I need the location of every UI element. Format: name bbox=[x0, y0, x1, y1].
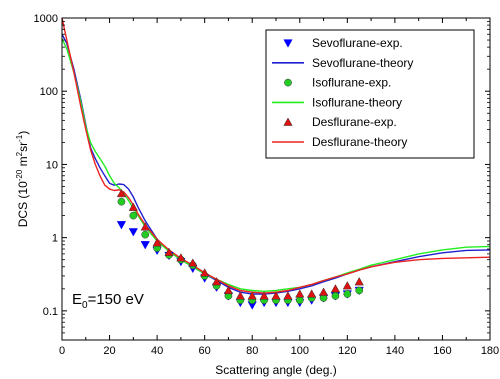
legend-label-sevoflurane-theory: Sevoflurane-theory bbox=[312, 56, 413, 70]
desflurane-exp-point bbox=[116, 188, 127, 198]
desflurane-exp-point bbox=[164, 247, 174, 256]
legend-swatch-desflurane-exp bbox=[283, 117, 293, 126]
legend-label-isoflurane-theory: Isoflurane-theory bbox=[312, 95, 402, 109]
legend: Sevoflurane-exp. Sevoflurane-theory Isoflu… bbox=[265, 29, 475, 159]
desflurane-exp-point bbox=[330, 284, 341, 293]
x-tick-label: 80 bbox=[246, 345, 258, 357]
desflurane-exp-point bbox=[200, 268, 210, 277]
desflurane-exp-point bbox=[307, 289, 317, 298]
desflurane-exp-point bbox=[295, 289, 305, 298]
y-tick-label: 0.1 bbox=[43, 306, 58, 318]
legend-box bbox=[265, 29, 475, 159]
x-tick-label: 20 bbox=[103, 345, 115, 357]
legend-label-isoflurane-exp: Isoflurane-exp. bbox=[312, 76, 391, 90]
sevoflurane-exp-point bbox=[116, 221, 127, 230]
legend-swatch-isoflurane-exp bbox=[284, 78, 292, 87]
sevoflurane-exp-point bbox=[128, 228, 138, 237]
desflurane-exp-point bbox=[354, 277, 364, 286]
isoflurane-exp-point bbox=[141, 230, 150, 239]
desflurane-exp-point bbox=[140, 222, 150, 231]
desflurane-exp-point bbox=[176, 253, 186, 262]
series-layer bbox=[61, 17, 491, 310]
legend-swatch-sevoflurane-exp bbox=[283, 39, 293, 48]
y-tick-label: 100 bbox=[40, 86, 58, 98]
desflurane-exp-point bbox=[283, 291, 293, 300]
isoflurane-exp-point bbox=[129, 211, 138, 220]
x-tick-label: 60 bbox=[199, 345, 211, 357]
y-tick-label: 1 bbox=[52, 233, 58, 245]
x-tick-label: 0 bbox=[59, 345, 65, 357]
isoflurane-exp-point bbox=[355, 286, 364, 295]
desflurane-exp-point bbox=[259, 291, 269, 300]
desflurane-exp-point bbox=[271, 291, 281, 300]
axes-layer: 0 20 40 60 80 100 120 140 160 180 0.1 1 10 100 1000 bbox=[34, 13, 500, 357]
isoflurane-exp-point bbox=[343, 290, 352, 298]
isoflurane-exp-point bbox=[117, 197, 126, 206]
y-tick-label: 1000 bbox=[34, 13, 58, 25]
sevoflurane-exp-point bbox=[140, 241, 150, 250]
desflurane-exp-point bbox=[152, 238, 162, 247]
energy-annotation: E0=150 eV bbox=[72, 291, 144, 311]
y-tick-label: 10 bbox=[46, 159, 58, 171]
x-tick-label: 140 bbox=[386, 345, 404, 357]
desflurane-exp-point bbox=[188, 258, 198, 267]
desflurane-exp-point bbox=[223, 285, 234, 295]
desflurane-exp-point bbox=[235, 291, 245, 300]
legend-label-sevoflurane-exp: Sevoflurane-exp. bbox=[312, 36, 403, 50]
desflurane-exp-point bbox=[342, 281, 352, 290]
desflurane-exp-point bbox=[128, 202, 138, 211]
x-axis-title: Scattering angle (deg.) bbox=[215, 363, 336, 377]
x-tick-label: 40 bbox=[151, 345, 163, 357]
isoflurane-exp-point bbox=[295, 296, 304, 305]
isoflurane-exp-point bbox=[331, 292, 340, 300]
x-tick-label: 120 bbox=[338, 345, 356, 357]
legend-label-desflurane-exp: Desflurane-exp. bbox=[312, 115, 397, 129]
legend-label-desflurane-theory: Desflurane-theory bbox=[312, 135, 407, 149]
x-tick-label: 180 bbox=[481, 345, 499, 357]
desflurane-exp-point bbox=[247, 291, 257, 300]
y-axis-title: DCS (10-20 m2sr-1) bbox=[15, 131, 30, 228]
x-tick-label: 100 bbox=[291, 345, 309, 357]
desflurane-exp-point bbox=[211, 277, 222, 286]
x-tick-label: 160 bbox=[433, 345, 451, 357]
desflurane-exp-point bbox=[318, 287, 329, 296]
